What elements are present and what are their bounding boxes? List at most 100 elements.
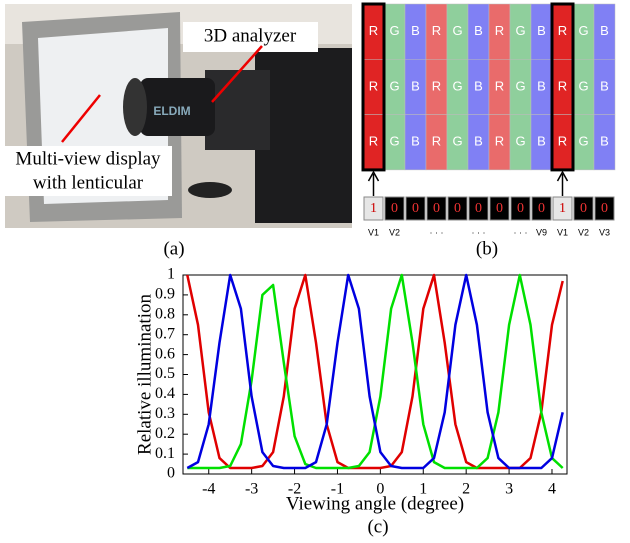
subpixel-letter: G (389, 134, 399, 149)
view-cell (531, 196, 552, 221)
panel-label: (a) (163, 238, 184, 259)
view-label: V1 (368, 227, 379, 237)
subpixel-letter: R (558, 134, 567, 149)
subpixel-letter: G (452, 78, 462, 93)
subpixel-letter: R (432, 23, 441, 38)
view-value: 0 (391, 201, 398, 216)
view-cell (510, 196, 531, 221)
chart: 0 0.1 0.2 0.3 0.4 0.5 0.6 0.7 0.8 0.9 1 -4 -3 -2 -1 0 1 2… (134, 266, 568, 514)
view-value: 1 (370, 201, 377, 216)
x-axis-title: Viewing angle (degree) (286, 493, 464, 514)
x-tick-label: 1 (419, 481, 427, 498)
x-tick-label: -3 (245, 481, 258, 498)
subpixel-letter: G (578, 78, 588, 93)
analyzer-lens (140, 78, 215, 136)
arrow-head (556, 170, 569, 182)
subpixel-letter: B (537, 134, 546, 149)
view-value: 0 (454, 201, 461, 216)
subpixel-letter: R (558, 23, 567, 38)
subpixel-letter: G (515, 23, 525, 38)
x-tick-label: -2 (288, 481, 301, 498)
stage (255, 48, 352, 223)
view-cell (405, 196, 426, 221)
x-tick-label: 3 (505, 481, 513, 498)
y-tick-label: 0.1 (155, 445, 175, 462)
view-cell (573, 196, 594, 221)
subpixel-letter: G (515, 78, 525, 93)
photo: 3D analyzer ELDIM Multi-view display wit… (5, 4, 352, 228)
view-cell (552, 196, 573, 221)
curve (186, 273, 564, 470)
panel-label: (b) (476, 238, 498, 259)
view-label: · · · (430, 227, 444, 237)
subpixel-letter: G (578, 134, 588, 149)
subpixel-letter: B (411, 134, 420, 149)
subpixel-letter: R (495, 134, 504, 149)
y-tick-label: 0.5 (155, 365, 175, 382)
subpixel-diagram: R G B R G B R G B R G BR G B R G B R G B R G BR G B R G B R G B R G B1 0 0 0… (361, 2, 616, 237)
x-tick-label: -1 (331, 481, 344, 498)
panel-label: (c) (367, 516, 388, 537)
subpixel-letter: R (369, 78, 378, 93)
view-cell (594, 196, 615, 221)
subpixel-letter: R (495, 78, 504, 93)
subpixel-letter: R (369, 134, 378, 149)
display-label: Multi-view display (15, 148, 161, 169)
view-label: V9 (536, 227, 547, 237)
view-cell (468, 196, 489, 221)
analyzer-label: 3D analyzer (204, 25, 297, 46)
y-axis-title: Relative illumination (134, 294, 155, 455)
view-cell (363, 196, 384, 221)
y-tick-label: 1 (167, 266, 175, 283)
view-value: 0 (475, 201, 482, 216)
subpixel-letter: B (474, 23, 483, 38)
label-box (183, 22, 318, 52)
y-tick-label: 0.3 (155, 405, 175, 422)
view-label: V1 (557, 227, 568, 237)
view-value: 1 (559, 201, 566, 216)
label-box (5, 146, 172, 196)
view-value: 0 (601, 201, 608, 216)
curve (186, 273, 564, 470)
subpixel-letter: B (537, 78, 546, 93)
view-value: 0 (538, 201, 545, 216)
lens-front (123, 78, 147, 136)
subpixel-letter: B (600, 23, 609, 38)
view-label: V2 (578, 227, 589, 237)
x-tick-label: -4 (202, 481, 215, 498)
subpixel-letter: R (432, 134, 441, 149)
y-tick-label: 0.2 (155, 425, 175, 442)
analyzer-body (205, 70, 270, 150)
subpixel-letter: G (578, 23, 588, 38)
subpixel-letter: B (474, 78, 483, 93)
view-label: V3 (599, 227, 610, 237)
subpixel (593, 114, 616, 171)
subpixel-letter: R (558, 78, 567, 93)
view-cell (426, 196, 447, 221)
subpixel-letter: R (495, 23, 504, 38)
y-tick-label: 0 (167, 465, 175, 482)
subpixel-letter: B (411, 78, 420, 93)
subpixel-letter: B (474, 134, 483, 149)
y-tick-label: 0.7 (155, 325, 175, 342)
y-tick-label: 0.8 (155, 305, 175, 322)
view-value: 0 (580, 201, 587, 216)
subpixel-letter: B (600, 78, 609, 93)
subpixel-letter: B (537, 23, 546, 38)
subpixel-letter: G (389, 23, 399, 38)
arrow-head (367, 170, 380, 182)
pointer (61, 94, 101, 143)
view-value: 0 (412, 201, 419, 216)
subpixel-letter: R (369, 23, 378, 38)
subpixel-letter: G (452, 23, 462, 38)
curve (187, 273, 564, 470)
pointer (211, 45, 263, 103)
view-label: · · · (514, 227, 528, 237)
subpixel-letter: R (432, 78, 441, 93)
x-tick-label: 4 (548, 481, 556, 498)
subpixel-letter: G (515, 134, 525, 149)
view-label: V2 (389, 227, 400, 237)
view-value: 0 (433, 201, 440, 216)
view-cell (489, 196, 510, 221)
